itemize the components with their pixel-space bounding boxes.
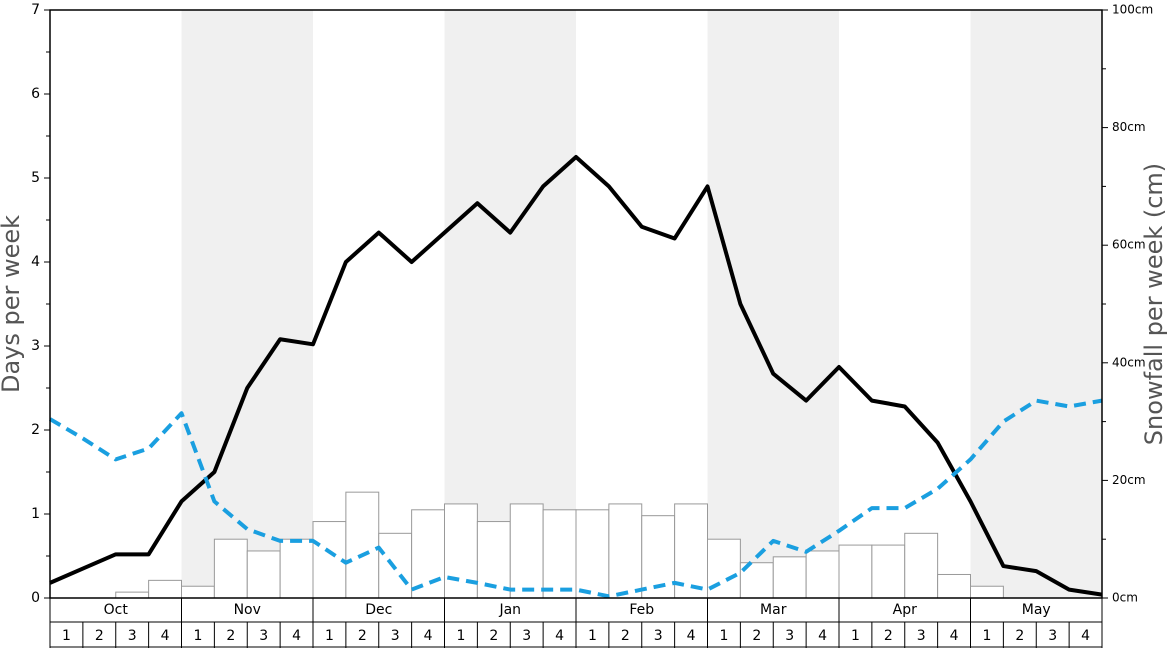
month-label: May (1022, 602, 1051, 618)
month-label: Jan (498, 602, 521, 618)
week-label: 2 (489, 628, 498, 644)
y2-tick-label: 80cm (1112, 120, 1146, 134)
week-label: 4 (555, 628, 564, 644)
bar (312, 521, 347, 599)
bar (115, 591, 150, 599)
week-label: 2 (358, 628, 367, 644)
week-label: 3 (1048, 628, 1057, 644)
y2-tick-label: 0cm (1112, 591, 1138, 605)
bar (213, 538, 248, 599)
week-label: 1 (851, 628, 860, 644)
y-tick-label: 4 (31, 254, 40, 270)
week-label: 3 (654, 628, 663, 644)
y-tick-label: 6 (31, 86, 40, 102)
bar (575, 509, 610, 599)
y2-tick-label: 100cm (1112, 3, 1153, 17)
bar (279, 538, 314, 599)
week-label: 4 (950, 628, 959, 644)
line (48, 398, 1103, 599)
month-label: Oct (104, 602, 129, 618)
month-label: Feb (629, 602, 654, 618)
month-label: Nov (234, 602, 261, 618)
bar (345, 491, 380, 599)
month-band (970, 10, 1102, 598)
y-tick-label: 7 (31, 2, 40, 18)
bar (904, 532, 939, 599)
bar (542, 509, 577, 599)
week-label: 2 (226, 628, 235, 644)
month-band (181, 10, 313, 598)
week-label: 2 (95, 628, 104, 644)
bar (871, 544, 906, 599)
week-label: 4 (424, 628, 433, 644)
week-label: 3 (128, 628, 137, 644)
y-tick-label: 5 (31, 170, 40, 186)
week-label: 3 (522, 628, 531, 644)
week-label: 1 (982, 628, 991, 644)
month-label: Mar (760, 602, 787, 618)
week-label: 1 (719, 628, 728, 644)
bar (181, 585, 215, 599)
week-label: 1 (456, 628, 465, 644)
y-tick-label: 1 (31, 506, 40, 522)
week-label: 2 (621, 628, 630, 644)
week-label: 2 (884, 628, 893, 644)
month-label: Dec (365, 602, 392, 618)
week-label: 2 (752, 628, 761, 644)
month-band (444, 10, 576, 598)
y2-tick-label: 60cm (1112, 238, 1146, 252)
line (49, 155, 1103, 597)
bar (148, 579, 182, 599)
week-label: 1 (325, 628, 334, 644)
bar (838, 544, 873, 599)
bar (509, 503, 544, 599)
bar (411, 509, 445, 599)
bar (772, 556, 807, 599)
week-label: 4 (818, 628, 827, 644)
y-tick-label: 0 (31, 590, 40, 606)
y-tick-label: 2 (31, 422, 40, 438)
week-label: 4 (1081, 628, 1090, 644)
month-label: Apr (893, 602, 917, 618)
week-label: 3 (391, 628, 400, 644)
month-band (707, 10, 839, 598)
week-label: 3 (785, 628, 794, 644)
week-label: 3 (917, 628, 926, 644)
week-label: 2 (1015, 628, 1024, 644)
y-tick-label: 3 (31, 338, 40, 354)
week-label: 4 (292, 628, 301, 644)
week-label: 4 (161, 628, 170, 644)
week-label: 3 (259, 628, 268, 644)
week-label: 1 (588, 628, 597, 644)
y-axis-label: Days per week (0, 215, 25, 393)
bar (970, 585, 1004, 599)
week-label: 1 (193, 628, 202, 644)
week-label: 1 (62, 628, 71, 644)
bar (937, 573, 971, 599)
bar (805, 550, 840, 599)
bar (608, 503, 643, 599)
y2-axis-label: Snowfall per week (cm) (1140, 163, 1168, 445)
week-label: 4 (687, 628, 696, 644)
y2-tick-label: 20cm (1112, 473, 1146, 487)
y2-tick-label: 40cm (1112, 355, 1146, 369)
bar (246, 550, 281, 599)
